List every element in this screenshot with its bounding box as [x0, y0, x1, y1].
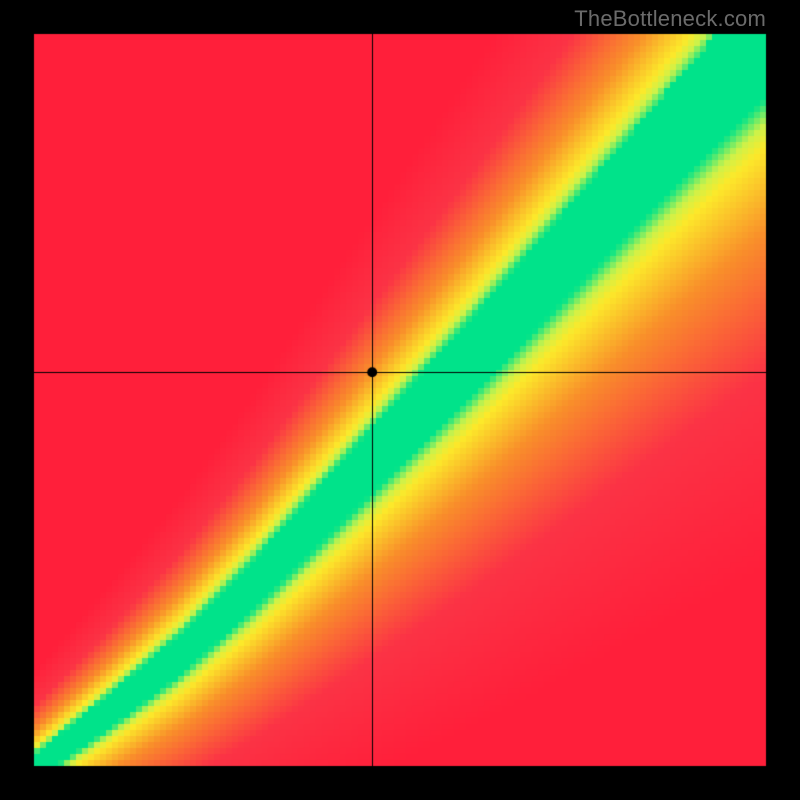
bottleneck-heatmap-canvas	[0, 0, 800, 800]
watermark-text: TheBottleneck.com	[574, 6, 766, 32]
chart-container: TheBottleneck.com	[0, 0, 800, 800]
